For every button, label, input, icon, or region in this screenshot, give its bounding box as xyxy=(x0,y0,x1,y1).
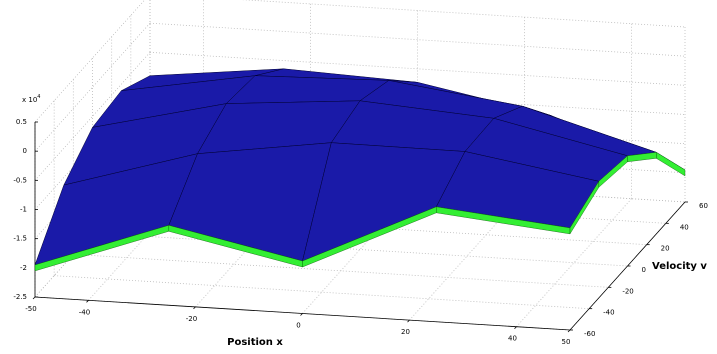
x-tick-label: -50 xyxy=(25,305,36,313)
z-scale-base: x 10 xyxy=(22,96,37,104)
x-tick-label: 20 xyxy=(401,328,410,336)
x-tick-label: 0 xyxy=(296,322,300,330)
x-tick xyxy=(407,319,410,323)
grid-line xyxy=(54,275,590,310)
y-tick-label: 0 xyxy=(642,266,646,274)
y-tick-label: 20 xyxy=(661,245,670,253)
x-tick xyxy=(32,296,36,300)
z-tick-label: -0.5 xyxy=(13,176,27,184)
x-axis-label: Position x xyxy=(227,337,283,348)
y-tick-label: -20 xyxy=(622,287,633,295)
x-tick-label: -40 xyxy=(79,308,90,316)
grid-line xyxy=(149,22,686,57)
y-tick-label: -40 xyxy=(603,309,614,317)
x-tick-label: 50 xyxy=(562,338,571,346)
x-tick xyxy=(567,329,571,333)
z-tick-label: -2 xyxy=(20,264,27,272)
x-tick xyxy=(300,313,303,316)
x-tick-label: -20 xyxy=(186,315,197,323)
z-tick-label: 0 xyxy=(23,147,27,155)
z-tick-label: -1.5 xyxy=(13,235,27,243)
x-tick-label: 40 xyxy=(508,335,517,343)
x-tick xyxy=(193,306,196,310)
z-tick-label: -2.5 xyxy=(13,293,27,301)
y-tick-label: -60 xyxy=(584,330,595,338)
y-tick-label: 40 xyxy=(680,223,689,231)
underside-strip xyxy=(656,151,686,177)
y-tick-label: 60 xyxy=(699,202,708,210)
z-tick-label: -1 xyxy=(20,206,27,214)
x-tick xyxy=(514,326,517,329)
z-tick-label: 0.5 xyxy=(16,118,27,126)
x-tick xyxy=(86,300,89,303)
z-scale: x 104 xyxy=(22,94,40,105)
y-axis-label: Velocity v xyxy=(652,261,707,272)
z-scale-exponent: 4 xyxy=(37,94,40,100)
